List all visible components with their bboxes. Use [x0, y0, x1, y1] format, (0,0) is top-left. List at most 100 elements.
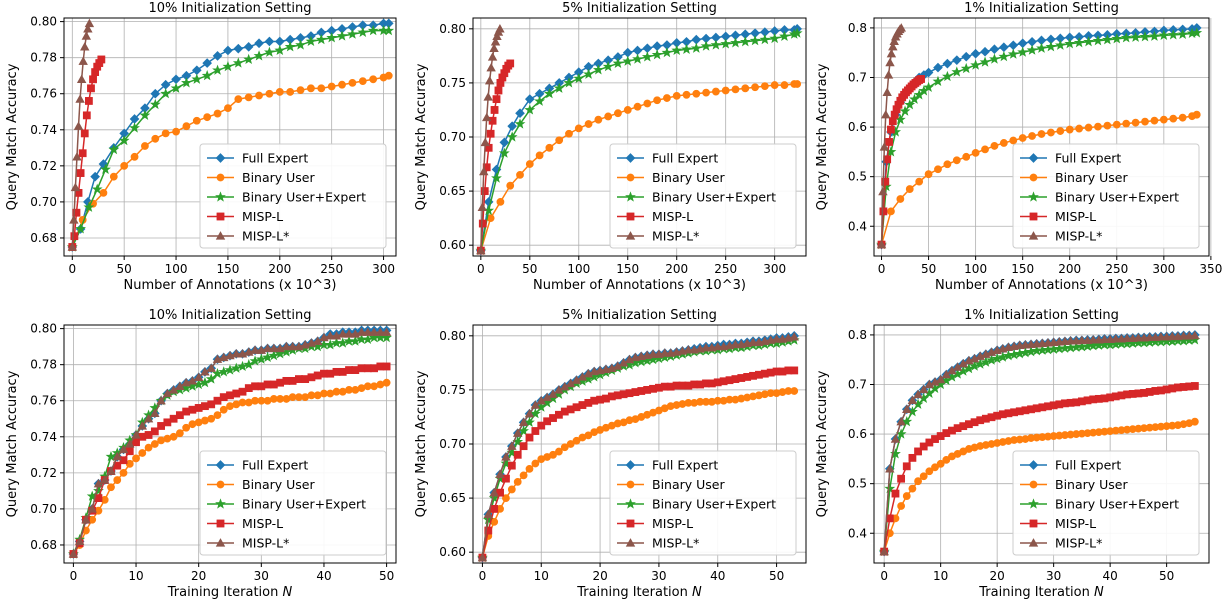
y-tick-label: 0.70 [439, 437, 466, 451]
data-point-binary-user-plus-expert [118, 134, 130, 146]
data-point-misp-l-star [487, 52, 498, 61]
data-point-binary-user-plus-expert [1191, 27, 1203, 38]
y-tick-label: 0.78 [30, 358, 57, 372]
data-point-binary-user [919, 472, 928, 481]
data-point-full-expert [933, 62, 943, 73]
legend-label: MISP-L* [652, 536, 699, 551]
series-binary-user-plus-expert [876, 27, 1203, 250]
legend-swatch-marker [1029, 519, 1038, 528]
data-point-binary-user [120, 161, 129, 170]
data-point-misp-l-star [885, 57, 895, 67]
x-tick-label: 30 [254, 569, 269, 583]
legend-item-binary-user: Binary User [1020, 170, 1128, 185]
legend-item-binary-user-plus-expert: Binary User+Expert [1020, 497, 1179, 512]
series-misp-l-star [876, 23, 906, 249]
legend-label: Binary User+Expert [242, 190, 366, 205]
data-point-binary-user [182, 423, 191, 432]
legend-swatch-marker [625, 231, 636, 240]
x-tick-label: 150 [616, 262, 639, 276]
data-point-binary-user [151, 134, 160, 143]
data-point-misp-l [502, 474, 510, 483]
chart-title: 10% Initialization Setting [149, 308, 312, 323]
data-point-binary-user-plus-expert [890, 448, 901, 459]
x-tick-label: 20 [990, 569, 1005, 583]
data-point-misp-l-star [881, 109, 891, 119]
legend-swatch-marker [216, 519, 225, 528]
x-tick-label: 30 [651, 569, 666, 583]
data-point-binary-user [614, 109, 622, 118]
data-point-binary-user-plus-expert [83, 201, 95, 212]
data-point-misp-l-star [112, 451, 122, 461]
data-point-binary-user-plus-expert [612, 57, 624, 69]
data-point-binary-user-plus-expert [524, 416, 535, 427]
series-binary-user [68, 71, 393, 251]
data-point-binary-user-plus-expert [315, 33, 327, 45]
data-point-misp-l-star [375, 327, 386, 336]
data-point-misp-l-star [907, 395, 918, 405]
y-axis-label: Query Match Accuracy [414, 370, 429, 517]
data-point-binary-user-plus-expert [901, 416, 913, 427]
data-point-misp-l [89, 75, 97, 84]
legend-label: Binary User [652, 170, 725, 185]
data-point-binary-user [132, 454, 140, 463]
y-tick-label: 0.72 [30, 466, 57, 480]
legend-item-misp-l-star: MISP-L* [207, 229, 289, 244]
data-point-misp-l-star [125, 439, 135, 448]
data-point-binary-user [981, 145, 989, 154]
data-point-misp-l [507, 461, 516, 470]
data-point-binary-user-plus-expert [108, 143, 120, 155]
data-point-binary-user-plus-expert [498, 147, 510, 158]
data-point-binary-user-plus-expert [632, 53, 643, 64]
data-point-binary-user-plus-expert [602, 61, 614, 72]
data-point-misp-l-star [477, 552, 488, 562]
data-point-misp-l [125, 447, 134, 456]
data-point-misp-l-star [1167, 331, 1177, 341]
x-tick-label: 250 [714, 262, 737, 276]
legend-label: MISP-L* [1055, 536, 1102, 551]
legend-swatch-marker [626, 480, 635, 489]
y-tick-label: 0.70 [439, 130, 466, 144]
x-tick-label: 40 [1102, 569, 1117, 583]
data-point-misp-l-star [878, 186, 888, 196]
data-point-misp-l-star [1088, 335, 1098, 344]
data-point-misp-l [492, 95, 501, 104]
data-point-binary-user [931, 463, 939, 472]
x-tick-label: 10 [534, 569, 549, 583]
data-point-binary-user [990, 142, 999, 150]
data-point-binary-user-plus-expert [1026, 44, 1038, 55]
series-misp-l-star [68, 327, 392, 558]
data-point-binary-user [908, 484, 917, 493]
data-point-binary-user [594, 115, 603, 124]
data-point-misp-l-star [1099, 334, 1110, 344]
data-point-binary-user-plus-expert [1045, 41, 1057, 52]
data-point-binary-user [934, 165, 942, 174]
data-point-binary-user-plus-expert [1092, 35, 1104, 46]
data-point-misp-l [150, 427, 159, 436]
legend-label: Full Expert [242, 458, 308, 473]
data-point-misp-l [525, 433, 534, 442]
data-point-binary-user-plus-expert [347, 28, 358, 39]
y-tick-label: 0.74 [30, 123, 57, 137]
legend-swatch-marker [1028, 538, 1039, 547]
chart-panel-6: 0 10 20 30 40 50 0.4 0.5 0.6 0.7 0.8 1% Initializat… [815, 308, 1210, 600]
data-point-misp-l-star [250, 345, 260, 354]
data-point-binary-user-plus-expert [232, 57, 244, 68]
data-point-misp-l [1190, 382, 1199, 390]
data-point-binary-user [1056, 127, 1065, 135]
data-point-misp-l-star [888, 41, 898, 51]
x-tick-label: 250 [1105, 262, 1128, 276]
data-point-binary-user [535, 151, 544, 160]
data-point-full-expert [923, 67, 934, 78]
data-point-binary-user-plus-expert [1101, 34, 1113, 45]
data-point-binary-user-plus-expert [160, 88, 172, 99]
legend-label: MISP-L [242, 516, 283, 531]
x-tick-label: 30 [1046, 569, 1061, 583]
data-point-binary-user-plus-expert [1177, 28, 1189, 39]
data-point-binary-user [1122, 119, 1131, 128]
data-point-binary-user-plus-expert [105, 450, 117, 462]
data-point-binary-user [175, 429, 184, 438]
data-point-misp-l-star [1111, 334, 1121, 343]
legend-swatch-marker [1028, 498, 1039, 509]
data-point-misp-l [87, 84, 95, 93]
y-tick-label: 0.5 [848, 170, 867, 184]
